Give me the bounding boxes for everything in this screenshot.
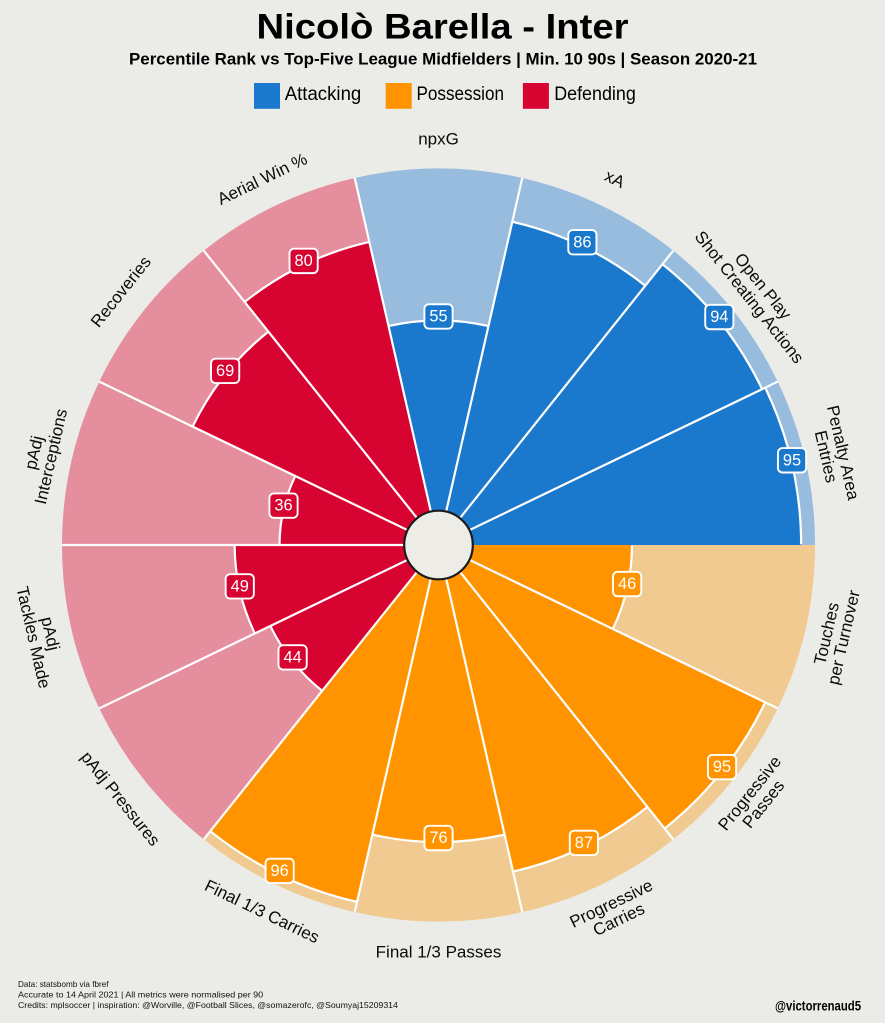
svg-text:Final 1/3 Passes: Final 1/3 Passes bbox=[376, 942, 502, 961]
svg-text:95: 95 bbox=[713, 758, 731, 776]
svg-text:Percentile Rank vs Top-Five Le: Percentile Rank vs Top-Five League Midfi… bbox=[129, 50, 757, 69]
svg-text:46: 46 bbox=[618, 575, 636, 593]
svg-text:87: 87 bbox=[575, 834, 593, 852]
svg-text:Attacking: Attacking bbox=[285, 84, 362, 105]
svg-text:69: 69 bbox=[216, 362, 234, 380]
svg-text:49: 49 bbox=[231, 577, 249, 595]
svg-text:Accurate to 14 April 2021 | Al: Accurate to 14 April 2021 | All metrics … bbox=[18, 989, 263, 999]
svg-text:94: 94 bbox=[710, 308, 728, 326]
svg-text:36: 36 bbox=[274, 497, 292, 515]
svg-text:npxG: npxG bbox=[418, 129, 459, 148]
svg-text:80: 80 bbox=[295, 252, 313, 270]
svg-text:44: 44 bbox=[284, 648, 302, 666]
svg-text:@victorrenaud5: @victorrenaud5 bbox=[775, 999, 861, 1014]
svg-text:96: 96 bbox=[271, 862, 289, 880]
svg-text:86: 86 bbox=[573, 233, 591, 251]
svg-text:Nicolò Barella - Inter: Nicolò Barella - Inter bbox=[257, 7, 629, 47]
svg-text:Data: statsbomb via fbref: Data: statsbomb via fbref bbox=[18, 979, 109, 989]
svg-text:Defending: Defending bbox=[554, 84, 636, 105]
svg-text:Possession: Possession bbox=[417, 84, 505, 105]
svg-text:Credits: mplsoccer | inspirati: Credits: mplsoccer | inspiration: @Worvi… bbox=[18, 1000, 398, 1010]
svg-text:95: 95 bbox=[783, 451, 801, 469]
svg-text:76: 76 bbox=[429, 829, 447, 847]
svg-text:55: 55 bbox=[429, 307, 447, 325]
